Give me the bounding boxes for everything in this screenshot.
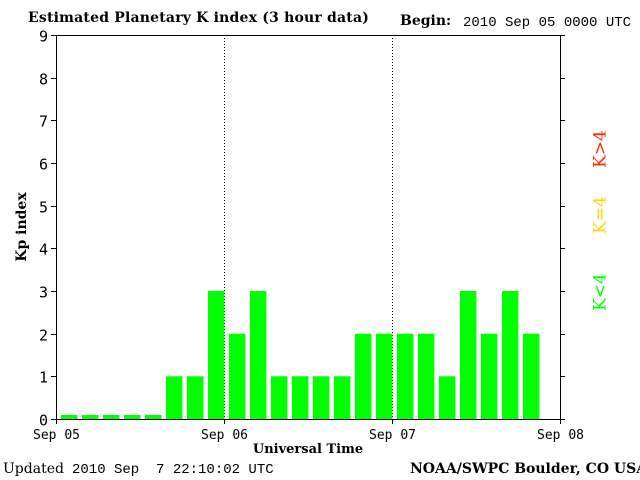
y-tick-label: 2 xyxy=(39,327,48,345)
kp-bar xyxy=(502,291,519,419)
kp-bar xyxy=(271,376,288,419)
kp-bar xyxy=(166,376,183,419)
plot-frame xyxy=(56,35,561,420)
x-tick-label: Sep 06 xyxy=(201,428,248,443)
chart-title: Estimated Planetary K index (3 hour data… xyxy=(28,10,370,26)
kp-bar xyxy=(334,376,351,419)
kp-bar xyxy=(523,333,540,419)
kp-bar xyxy=(397,333,414,419)
x-tick-label: Sep 05 xyxy=(33,428,80,443)
y-tick-label: 3 xyxy=(39,284,48,302)
kp-bar xyxy=(61,415,78,419)
kp-bar xyxy=(481,333,498,419)
begin-value: 2010 Sep 05 0000 UTC xyxy=(463,15,632,31)
kp-bar xyxy=(208,291,225,419)
kp-bar xyxy=(82,415,99,419)
x-tick-label: Sep 08 xyxy=(537,428,584,443)
legend-label: K=4 xyxy=(591,196,611,234)
kp-bar xyxy=(460,291,477,419)
kp-bar xyxy=(355,333,372,419)
kp-bar xyxy=(103,415,120,419)
y-tick-label: 8 xyxy=(39,71,48,89)
updated-label: Updated xyxy=(3,461,64,477)
y-tick-label: 6 xyxy=(39,156,48,174)
updated-value: 2010 Sep 7 22:10:02 UTC xyxy=(72,462,274,478)
kp-bar xyxy=(292,376,309,419)
legend-label: K>4 xyxy=(591,130,611,168)
kp-bar xyxy=(250,291,267,419)
x-tick-label: Sep 07 xyxy=(369,428,416,443)
kp-bar xyxy=(145,415,162,419)
x-axis-label: Universal Time xyxy=(253,442,363,457)
kp-bar xyxy=(418,333,435,419)
y-tick-label: 9 xyxy=(39,28,48,46)
y-tick-label: 0 xyxy=(39,412,48,430)
y-tick-label: 1 xyxy=(39,369,48,387)
legend-label: K<4 xyxy=(591,273,611,311)
begin-label: Begin: xyxy=(400,13,452,29)
kp-bar xyxy=(313,376,330,419)
kp-bar xyxy=(376,333,393,419)
y-tick-label: 7 xyxy=(39,113,48,131)
kp-bar xyxy=(124,415,141,419)
kp-bar xyxy=(187,376,204,419)
y-tick-label: 5 xyxy=(39,199,48,217)
kp-bar xyxy=(439,376,456,419)
source-credit: NOAA/SWPC Boulder, CO USA xyxy=(410,461,640,477)
y-axis-label: Kp index xyxy=(14,192,30,262)
y-tick-label: 4 xyxy=(39,241,48,259)
kp-bar xyxy=(229,333,246,419)
